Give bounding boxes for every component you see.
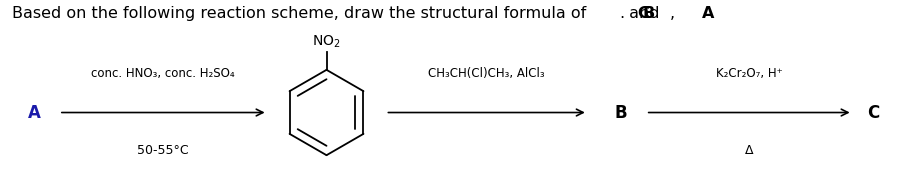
Text: B: B — [615, 104, 628, 121]
Text: conc. HNO₃, conc. H₂SO₄: conc. HNO₃, conc. H₂SO₄ — [92, 67, 235, 80]
Text: A: A — [702, 6, 715, 21]
Text: C: C — [638, 6, 649, 21]
Text: and: and — [624, 6, 664, 21]
Text: CH₃CH(Cl)CH₃, AlCl₃: CH₃CH(Cl)CH₃, AlCl₃ — [428, 67, 545, 80]
Text: ,: , — [669, 6, 680, 21]
Text: A: A — [28, 104, 41, 121]
Text: NO$_2$: NO$_2$ — [312, 34, 341, 50]
Text: .: . — [619, 6, 624, 21]
Text: Based on the following reaction scheme, draw the structural formula of: Based on the following reaction scheme, … — [12, 6, 591, 21]
Text: B: B — [643, 6, 655, 21]
Text: K₂Cr₂O₇, H⁺: K₂Cr₂O₇, H⁺ — [716, 67, 783, 80]
Text: C: C — [867, 104, 880, 121]
Text: 50-55°C: 50-55°C — [138, 144, 189, 157]
Text: Δ: Δ — [745, 144, 754, 157]
